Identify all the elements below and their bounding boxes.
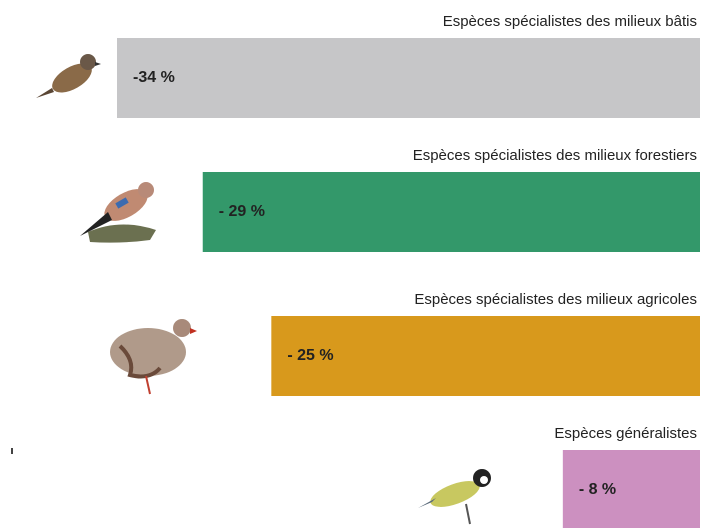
value-label: - 8 % <box>579 481 616 498</box>
bar <box>117 38 700 118</box>
category-label: Espèces spécialistes des milieux agricol… <box>414 291 697 308</box>
stray-mark <box>11 448 13 454</box>
value-label: - 29 % <box>219 203 265 220</box>
sparrow-icon <box>36 54 101 98</box>
value-label: -34 % <box>133 69 175 86</box>
jay-icon <box>80 182 156 243</box>
category-label: Espèces généralistes <box>554 425 697 442</box>
category-label: Espèces spécialistes des milieux foresti… <box>413 147 697 164</box>
bar <box>202 172 700 252</box>
bar <box>562 450 700 528</box>
bar <box>271 316 700 396</box>
partridge-icon <box>110 319 197 395</box>
value-label: - 25 % <box>287 347 333 364</box>
tit-icon <box>418 469 491 525</box>
category-label: Espèces spécialistes des milieux bâtis <box>443 13 697 30</box>
